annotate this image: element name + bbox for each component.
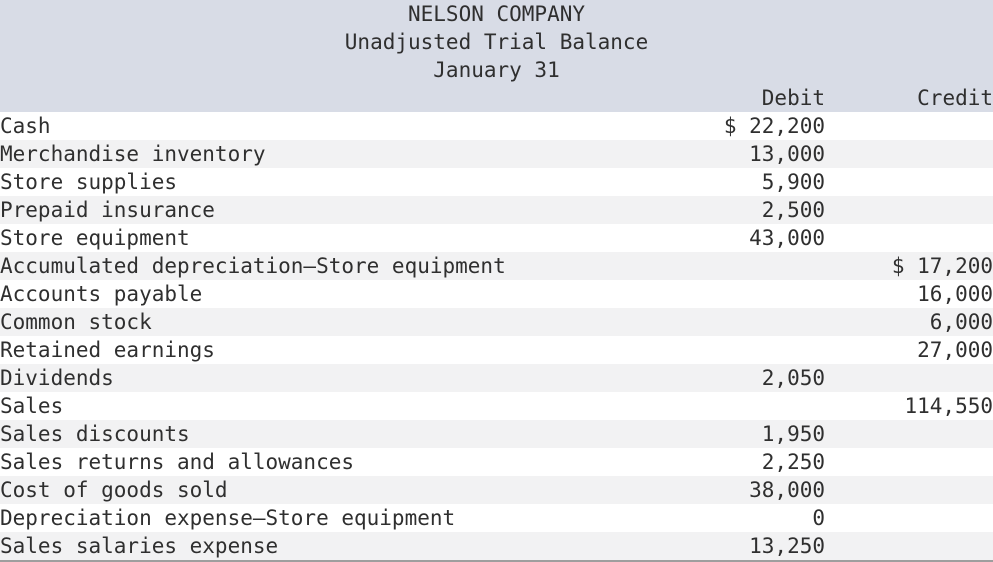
credit-amount (825, 140, 993, 168)
debit-amount: 38,000 (749, 478, 825, 502)
account-name: Store equipment (0, 226, 190, 250)
debit-amount (665, 308, 825, 336)
table-row: Prepaid insurance 2,500 (0, 196, 993, 224)
account-name: Merchandise inventory (0, 142, 266, 166)
column-headers-row: Debit Credit (0, 84, 993, 112)
credit-amount (825, 168, 993, 196)
debit-amount: 2,500 (761, 198, 825, 222)
account-column-header (0, 84, 665, 112)
account-name: Sales discounts (0, 422, 190, 446)
account-name: Depreciation expense—Store equipment (0, 506, 456, 530)
account-name: Dividends (0, 366, 114, 390)
credit-amount (825, 504, 993, 532)
debit-amount: 13,250 (749, 534, 825, 558)
table-row: Accounts payable 16,000 (0, 280, 993, 308)
report-date-row: January 31 (0, 56, 993, 84)
account-name: Sales salaries expense (0, 534, 279, 558)
report-date: January 31 (433, 58, 560, 82)
table-header: NELSON COMPANY Unadjusted Trial Balance … (0, 0, 993, 112)
account-name: Prepaid insurance (0, 198, 215, 222)
credit-column-header: Credit (917, 86, 993, 110)
debit-amount: 13,000 (749, 142, 825, 166)
account-name: Store supplies (0, 170, 178, 194)
debit-amount: 0 (812, 506, 825, 530)
debit-amount (665, 280, 825, 308)
account-name: Sales (0, 394, 64, 418)
credit-amount: 6,000 (929, 310, 993, 334)
credit-amount (825, 364, 993, 392)
credit-amount (825, 476, 993, 504)
account-name: Common stock (0, 310, 152, 334)
account-name: Sales returns and allowances (0, 450, 355, 474)
table-row: Sales discounts 1,950 (0, 420, 993, 448)
debit-amount: 43,000 (749, 226, 825, 250)
credit-amount (825, 420, 993, 448)
debit-amount: $ 22,200 (723, 114, 825, 138)
table-row: Store equipment 43,000 (0, 224, 993, 252)
credit-amount: 27,000 (917, 338, 993, 362)
debit-amount: 1,950 (761, 422, 825, 446)
report-title: Unadjusted Trial Balance (344, 30, 649, 54)
debit-column-header: Debit (761, 86, 825, 110)
table-row: Merchandise inventory 13,000 (0, 140, 993, 168)
company-title-row: NELSON COMPANY (0, 0, 993, 28)
account-name: Retained earnings (0, 338, 215, 362)
credit-amount (825, 112, 993, 140)
credit-amount: $ 17,200 (891, 254, 993, 278)
debit-amount (665, 392, 825, 420)
table-row: Store supplies 5,900 (0, 168, 993, 196)
credit-amount: 16,000 (917, 282, 993, 306)
debit-amount (665, 252, 825, 280)
credit-amount (825, 532, 993, 561)
debit-amount: 2,050 (761, 366, 825, 390)
account-name: Cost of goods sold (0, 478, 228, 502)
company-name: NELSON COMPANY (408, 2, 586, 26)
table-row: Retained earnings 27,000 (0, 336, 993, 364)
table-row: Cash $ 22,200 (0, 112, 993, 140)
table-body: Cash $ 22,200 Merchandise inventory 13,0… (0, 112, 993, 561)
account-name: Accounts payable (0, 282, 203, 306)
table-row: Common stock 6,000 (0, 308, 993, 336)
table-row: Cost of goods sold 38,000 (0, 476, 993, 504)
credit-amount (825, 224, 993, 252)
debit-amount (665, 336, 825, 364)
table-row: Accumulated depreciation—Store equipment… (0, 252, 993, 280)
table-row: Dividends 2,050 (0, 364, 993, 392)
account-name: Cash (0, 114, 51, 138)
credit-amount (825, 448, 993, 476)
credit-amount: 114,550 (904, 394, 993, 418)
table-row: Sales returns and allowances 2,250 (0, 448, 993, 476)
credit-amount (825, 196, 993, 224)
debit-amount: 5,900 (761, 170, 825, 194)
debit-amount: 2,250 (761, 450, 825, 474)
table-row: Sales 114,550 (0, 392, 993, 420)
account-name: Accumulated depreciation—Store equipment (0, 254, 506, 278)
report-title-row: Unadjusted Trial Balance (0, 28, 993, 56)
table-row: Sales salaries expense 13,250 (0, 532, 993, 561)
table-row: Depreciation expense—Store equipment 0 (0, 504, 993, 532)
